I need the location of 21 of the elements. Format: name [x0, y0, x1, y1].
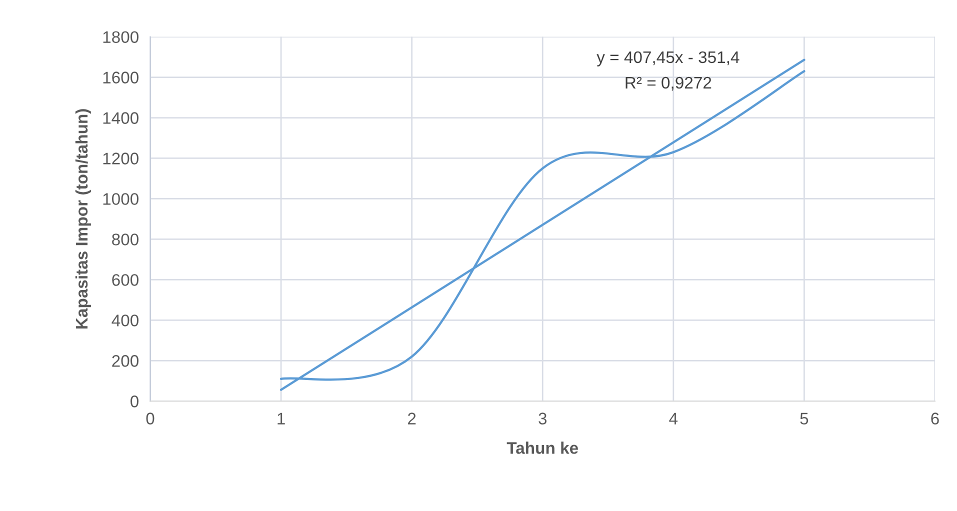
x-tick-label: 6 — [931, 412, 939, 424]
y-tick-label: 1800 — [103, 31, 138, 43]
y-tick-label: 0 — [130, 396, 138, 408]
y-tick-label: 1000 — [103, 193, 138, 205]
y-tick-label: 400 — [112, 314, 138, 326]
x-tick-label: 1 — [278, 412, 285, 424]
y-tick-label: 800 — [112, 234, 138, 246]
x-tick-label: 5 — [800, 412, 808, 424]
y-tick-label: 600 — [112, 274, 138, 286]
annotation: y = 407,45x - 351,4 — [596, 51, 740, 66]
x-axis-title: Tahun ke — [506, 442, 578, 454]
y-tick-label: 1400 — [103, 112, 138, 124]
y-tick-label: 200 — [112, 355, 138, 367]
x-tick-label: 0 — [146, 412, 154, 424]
x-tick-label: 3 — [538, 412, 547, 424]
x-tick-label: 2 — [408, 412, 416, 424]
y-tick-label: 1600 — [103, 72, 138, 84]
y-tick-label: 1200 — [103, 152, 138, 164]
annotation: R² = 0,9272 — [626, 76, 712, 91]
x-tick-label: 4 — [669, 412, 678, 424]
y-axis-title: Kapasitas Impor (ton/tahun) — [75, 109, 91, 328]
